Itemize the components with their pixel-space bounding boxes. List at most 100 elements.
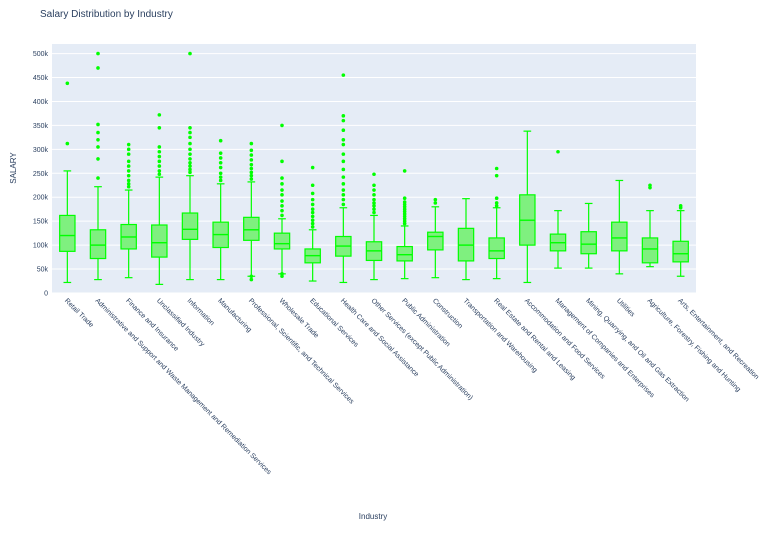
outlier-point — [556, 149, 560, 154]
box-1 — [89, 51, 107, 281]
outlier-point — [249, 277, 254, 282]
outlier-point — [249, 177, 254, 181]
outlier-point — [341, 167, 346, 172]
outlier-point — [341, 193, 346, 197]
outlier-point — [126, 142, 131, 147]
iqr-box — [580, 231, 597, 255]
iqr-box — [273, 232, 291, 250]
outlier-point — [65, 141, 70, 146]
box-0 — [59, 81, 76, 284]
box-series — [59, 51, 689, 285]
outlier-point — [310, 210, 315, 215]
outlier-point — [341, 137, 346, 142]
box-13 — [457, 198, 475, 281]
outlier-point — [310, 202, 315, 207]
outlier-point — [157, 169, 162, 173]
outlier-point — [341, 73, 346, 77]
outlier-point — [218, 138, 223, 143]
outlier-point — [280, 199, 284, 203]
outlier-point — [310, 165, 315, 170]
outlier-point — [188, 125, 192, 130]
outlier-point — [372, 197, 376, 202]
iqr-box — [672, 240, 689, 263]
outlier-point — [494, 201, 499, 205]
y-tick-label: 350k — [33, 123, 49, 130]
x-tick-label: Utilities — [615, 297, 636, 318]
outlier-point — [310, 183, 315, 188]
iqr-box — [89, 229, 107, 260]
y-tick-label: 300k — [33, 147, 49, 154]
outlier-point — [188, 135, 192, 140]
outlier-point — [280, 213, 284, 218]
outlier-point — [341, 118, 346, 123]
outlier-point — [433, 201, 438, 205]
outlier-point — [96, 145, 100, 149]
outlier-point — [249, 173, 254, 178]
outlier-point — [280, 204, 284, 208]
outlier-point — [96, 157, 100, 161]
box-10 — [365, 172, 383, 281]
box-5 — [212, 138, 229, 281]
outlier-point — [126, 178, 131, 183]
outlier-point — [249, 148, 254, 153]
y-tick-label: 250k — [33, 171, 49, 178]
box-8 — [304, 165, 321, 282]
outlier-point — [494, 166, 499, 171]
box-2 — [120, 142, 137, 279]
y-tick-label: 200k — [33, 195, 49, 202]
outlier-point — [341, 175, 346, 179]
outlier-point — [96, 130, 100, 135]
iqr-box — [427, 231, 444, 251]
x-tick-label: Mining, Quarrying, and Oil and Gas Extra… — [584, 297, 690, 403]
y-tick-label: 100k — [33, 243, 49, 250]
outlier-point — [96, 66, 100, 70]
outlier-point — [310, 191, 315, 196]
outlier-point — [157, 154, 162, 159]
iqr-box — [59, 214, 76, 252]
outlier-point — [157, 164, 162, 168]
outlier-point — [157, 159, 162, 164]
box-15 — [519, 130, 536, 284]
outlier-point — [126, 159, 131, 164]
outlier-point — [218, 156, 223, 160]
outlier-point — [280, 159, 284, 164]
outlier-point — [402, 169, 407, 173]
outlier-point — [341, 142, 346, 147]
iqr-box — [181, 212, 199, 240]
x-tick-label: Finance and Insurance — [124, 297, 179, 352]
iqr-box — [611, 221, 628, 252]
outlier-point — [188, 130, 192, 135]
y-tick-label: 450k — [33, 75, 49, 82]
box-20 — [672, 204, 689, 277]
y-tick-label: 400k — [33, 99, 49, 106]
outlier-point — [157, 149, 162, 154]
outlier-point — [372, 201, 376, 205]
outlier-point — [494, 196, 499, 200]
outlier-point — [157, 113, 162, 117]
outlier-point — [188, 51, 192, 56]
outlier-point — [218, 151, 223, 155]
outlier-point — [218, 171, 223, 176]
outlier-point — [341, 159, 346, 164]
iqr-box — [151, 224, 168, 258]
outlier-point — [96, 176, 100, 180]
x-axis-ticks: Retail Trade Administrative and Support a… — [63, 297, 760, 476]
outlier-point — [310, 197, 315, 202]
outlier-point — [402, 200, 407, 204]
outlier-point — [126, 164, 131, 168]
x-tick-label: Professional, Scientific, and Technical … — [247, 297, 355, 405]
outlier-point — [372, 183, 376, 188]
outlier-point — [494, 204, 499, 208]
outlier-point — [157, 125, 162, 130]
x-tick-label: Retail Trade — [63, 297, 95, 329]
x-tick-label: Manufacturing — [216, 297, 252, 333]
outlier-point — [310, 214, 315, 219]
outlier-point — [280, 188, 284, 192]
outlier-point — [218, 160, 223, 165]
iqr-box — [488, 237, 505, 260]
outlier-point — [249, 141, 254, 146]
chart-title: Salary Distribution by Industry — [40, 9, 173, 20]
outlier-point — [188, 170, 192, 175]
outlier-point — [126, 182, 131, 186]
outlier-point — [494, 173, 499, 178]
